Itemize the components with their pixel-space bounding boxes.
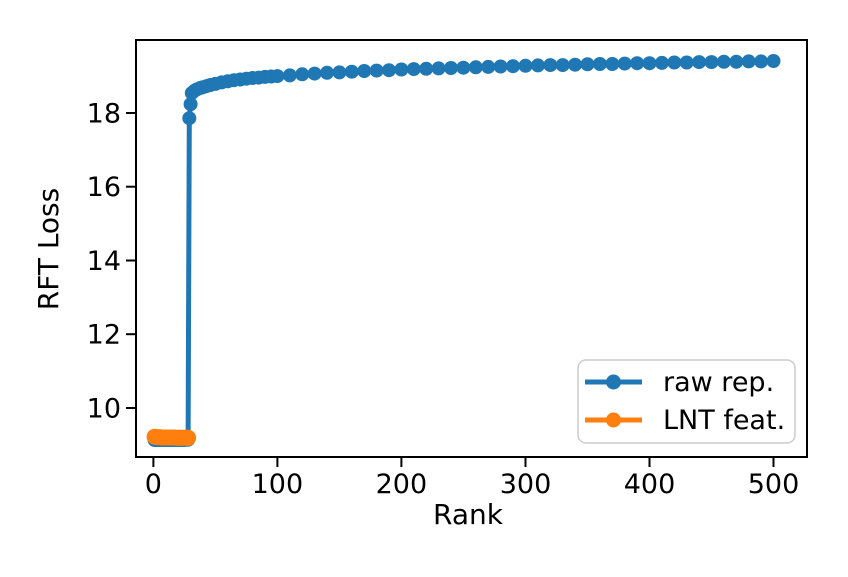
data-point xyxy=(344,64,359,79)
data-point xyxy=(506,59,520,74)
legend-label-lnt-feat: LNT feat. xyxy=(663,405,785,436)
legend-marker-lnt-feat xyxy=(606,412,621,428)
data-point xyxy=(580,57,595,72)
data-point xyxy=(419,61,434,76)
y-tick-label: 14 xyxy=(87,246,121,277)
x-tick-label: 100 xyxy=(252,469,304,500)
data-point xyxy=(530,58,545,73)
data-point xyxy=(307,66,322,81)
plot-frame xyxy=(135,39,808,458)
data-point xyxy=(568,57,583,72)
x-axis-ticks: 0 100 200 300 400 500 xyxy=(145,457,799,500)
y-tick-label: 12 xyxy=(87,320,121,351)
data-point xyxy=(406,62,421,77)
data-point xyxy=(729,54,744,69)
legend-marker-raw-rep xyxy=(606,374,621,390)
data-point xyxy=(183,97,198,112)
data-point xyxy=(320,65,334,80)
legend: raw rep. LNT feat. xyxy=(577,359,796,444)
data-point xyxy=(716,54,731,69)
data-point xyxy=(394,62,409,77)
x-tick-label: 0 xyxy=(145,469,162,500)
data-point xyxy=(704,55,719,70)
legend-label-raw-rep: raw rep. xyxy=(663,367,774,398)
data-point xyxy=(741,54,756,69)
x-tick-label: 500 xyxy=(748,469,800,500)
x-tick-label: 300 xyxy=(500,469,552,500)
data-point xyxy=(667,55,682,70)
data-point xyxy=(382,63,396,78)
data-point xyxy=(592,57,607,71)
y-tick-label: 18 xyxy=(87,99,121,130)
data-point xyxy=(332,65,347,80)
series-1 xyxy=(146,428,197,446)
data-point xyxy=(369,63,384,78)
y-axis-ticks: 10 12 14 16 18 xyxy=(87,99,136,425)
x-tick-label: 400 xyxy=(624,469,676,500)
x-axis-label: Rank xyxy=(433,498,504,531)
data-point xyxy=(493,59,508,74)
data-point xyxy=(295,67,310,82)
data-point xyxy=(180,429,197,446)
data-point xyxy=(605,57,620,71)
data-point xyxy=(456,60,471,75)
data-point xyxy=(754,54,769,69)
y-tick-label: 10 xyxy=(87,394,121,425)
data-point xyxy=(468,60,483,75)
data-point xyxy=(630,56,645,71)
data-point xyxy=(543,58,558,73)
data-point xyxy=(431,61,446,76)
legend-entry-raw-rep: raw rep. xyxy=(585,367,774,398)
data-point xyxy=(357,64,372,78)
y-axis-label: RFT Loss xyxy=(32,188,65,311)
data-point xyxy=(642,56,657,71)
data-point xyxy=(555,58,570,73)
data-point xyxy=(182,111,197,126)
data-point xyxy=(692,55,707,70)
y-tick-label: 16 xyxy=(87,172,121,203)
data-point xyxy=(766,54,781,68)
data-point xyxy=(679,55,694,70)
data-point xyxy=(444,61,458,75)
legend-entry-lnt-feat: LNT feat. xyxy=(585,405,785,436)
x-tick-label: 200 xyxy=(376,469,428,500)
data-point xyxy=(518,58,533,73)
series-layer xyxy=(146,54,781,447)
data-point xyxy=(481,59,496,74)
data-point xyxy=(617,56,632,71)
data-point xyxy=(654,55,669,70)
data-point xyxy=(282,68,297,83)
data-point xyxy=(270,69,285,84)
